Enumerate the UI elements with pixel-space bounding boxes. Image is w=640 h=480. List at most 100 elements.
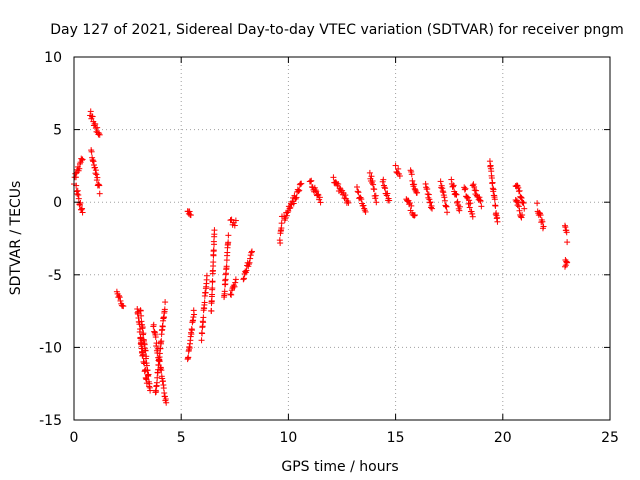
y-tick-label: 5	[53, 123, 62, 139]
data-point	[395, 165, 402, 172]
data-point	[228, 291, 235, 298]
data-point	[79, 156, 86, 163]
data-point	[441, 197, 448, 204]
data-point	[116, 294, 123, 301]
data-point	[411, 212, 418, 219]
data-point	[452, 190, 459, 197]
data-point	[210, 259, 217, 266]
data-point	[358, 196, 365, 203]
data-point	[439, 188, 446, 195]
data-point	[227, 291, 234, 298]
data-point	[489, 179, 496, 186]
data-point	[409, 177, 416, 184]
data-point	[240, 275, 247, 282]
data-point	[96, 182, 103, 189]
axis-ticks: 0 5 10 15 20 25 -15 -10 -5 0 5 10	[39, 50, 619, 446]
data-points	[71, 108, 571, 406]
data-point	[247, 252, 254, 259]
data-point	[147, 387, 154, 394]
data-point	[199, 330, 206, 337]
data-point	[143, 380, 150, 387]
data-point	[517, 193, 524, 200]
data-point	[448, 176, 455, 183]
data-point	[150, 321, 157, 328]
data-point	[408, 171, 415, 178]
data-point	[158, 338, 165, 345]
x-tick-label: 20	[494, 430, 512, 446]
data-point	[285, 207, 292, 214]
data-point	[360, 202, 367, 209]
data-point	[438, 182, 445, 189]
data-point	[564, 259, 571, 266]
data-point	[467, 200, 474, 207]
data-point	[74, 187, 81, 194]
data-point	[295, 188, 302, 195]
data-point	[198, 337, 205, 344]
x-tick-label: 25	[601, 430, 619, 446]
data-point	[137, 334, 144, 341]
data-point	[293, 194, 300, 201]
data-point	[152, 334, 159, 341]
data-point	[153, 388, 160, 395]
data-point	[286, 205, 293, 212]
data-point	[209, 278, 216, 285]
y-tick-label: -10	[39, 340, 62, 356]
data-point	[92, 120, 99, 127]
data-point	[93, 171, 100, 178]
data-point	[210, 247, 217, 254]
data-point	[227, 217, 234, 224]
data-point	[450, 183, 457, 190]
data-point	[463, 193, 470, 200]
data-point	[313, 188, 320, 195]
data-point	[518, 214, 525, 221]
data-point	[518, 194, 525, 201]
data-point	[139, 324, 146, 331]
data-point	[372, 192, 379, 199]
data-point	[422, 180, 429, 187]
data-point	[74, 190, 81, 197]
data-point	[284, 209, 291, 216]
data-point	[96, 131, 103, 138]
data-point	[492, 202, 499, 209]
data-point	[76, 165, 83, 172]
data-point	[515, 203, 522, 210]
data-point	[354, 188, 361, 195]
data-point	[439, 185, 446, 192]
data-point	[186, 208, 193, 215]
data-point	[373, 199, 380, 206]
data-point	[519, 212, 526, 219]
x-tick-label: 5	[177, 430, 186, 446]
data-point	[516, 207, 523, 214]
data-point	[539, 218, 546, 225]
data-point	[521, 205, 528, 212]
data-point	[408, 202, 415, 209]
data-point	[317, 199, 324, 206]
data-point	[564, 239, 571, 246]
data-point	[469, 182, 476, 189]
data-point	[462, 185, 469, 192]
data-point	[190, 314, 197, 321]
data-point	[414, 189, 421, 196]
data-point	[296, 187, 303, 194]
data-point	[188, 331, 195, 338]
data-point	[477, 198, 484, 205]
data-point	[370, 181, 377, 188]
data-point	[437, 178, 444, 185]
data-point	[563, 229, 570, 236]
data-point	[534, 200, 541, 207]
y-axis-label: SDTVAR / TECUs	[8, 181, 24, 296]
data-point	[292, 195, 299, 202]
data-point	[407, 207, 414, 214]
data-point	[469, 210, 476, 217]
data-point	[161, 306, 168, 313]
data-point	[78, 157, 85, 164]
data-point	[155, 362, 162, 369]
data-point	[140, 351, 147, 358]
data-point	[442, 202, 449, 209]
data-point	[307, 178, 314, 185]
data-point	[189, 327, 196, 334]
data-point	[477, 197, 484, 204]
data-point	[120, 303, 127, 310]
data-point	[386, 197, 393, 204]
data-point	[335, 181, 342, 188]
